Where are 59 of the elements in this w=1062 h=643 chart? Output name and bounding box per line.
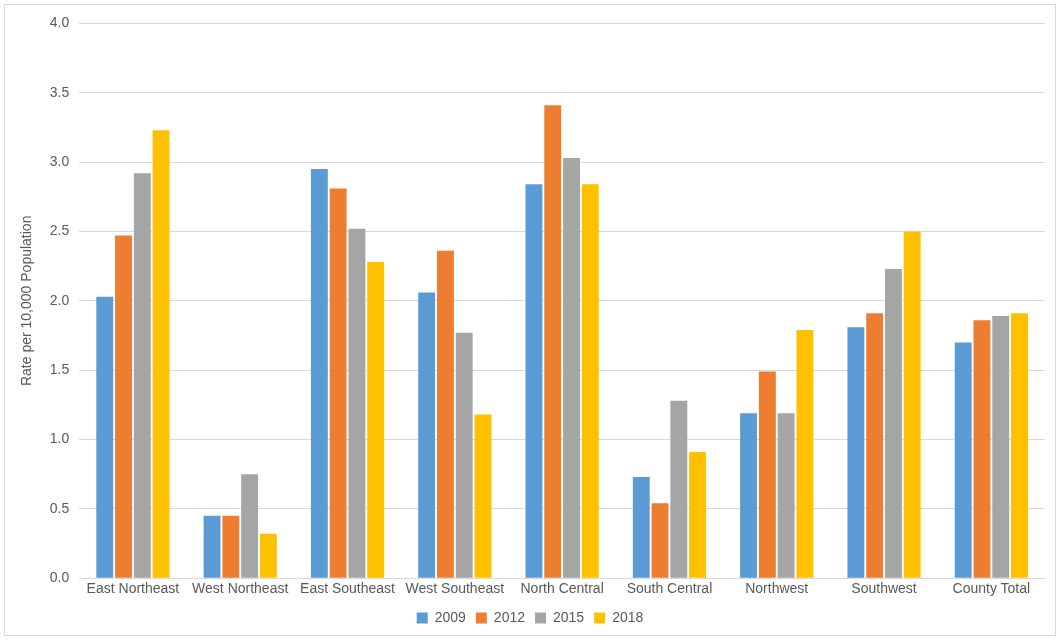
bar (241, 474, 259, 578)
y-tick-label: 0.0 (49, 569, 70, 586)
bar (670, 400, 688, 578)
bar (329, 188, 347, 578)
y-tick-label: 2.5 (49, 222, 70, 239)
bar (436, 250, 454, 578)
legend-label: 2018 (612, 608, 644, 625)
bar (847, 327, 865, 578)
bar (115, 235, 132, 578)
y-tick-label: 2.0 (49, 291, 70, 308)
bar (954, 342, 972, 578)
bar (758, 371, 776, 578)
bar (133, 173, 151, 578)
bar (544, 105, 562, 578)
bar (973, 320, 991, 578)
bar (740, 413, 758, 578)
legend-label: 2012 (493, 608, 526, 625)
x-tick-label: West Southeast (405, 580, 505, 597)
bar (581, 184, 599, 578)
y-tick-label: 0.5 (49, 499, 70, 516)
bar (1011, 313, 1028, 578)
bar (348, 228, 366, 578)
x-tick-label: West Northeast (192, 580, 289, 597)
x-tick-label: East Northeast (86, 580, 180, 597)
bar (152, 130, 170, 578)
bar (455, 332, 473, 578)
bar (777, 413, 795, 578)
bar (796, 329, 814, 578)
bar (992, 316, 1010, 578)
x-tick-label: East Southeast (300, 580, 396, 597)
bar (525, 184, 543, 578)
x-tick-label: North Central (520, 580, 604, 597)
y-tick-label: 3.5 (49, 83, 70, 100)
legend-label: 2009 (434, 608, 467, 625)
bar (563, 157, 580, 578)
y-axis-title: Rate per 10,000 Population (18, 215, 35, 387)
bar (203, 515, 221, 578)
bar (866, 313, 884, 578)
x-tick-label: South Central (626, 580, 713, 597)
y-tick-label: 4.0 (49, 14, 70, 31)
bar (884, 268, 902, 578)
x-tick-label: Southwest (851, 580, 917, 597)
bar (903, 231, 921, 578)
bar (689, 451, 707, 578)
bar (632, 476, 650, 578)
x-tick-label: County Total (952, 580, 1031, 597)
bar (96, 296, 114, 578)
bar (222, 515, 240, 578)
bar (259, 533, 277, 578)
y-tick-label: 3.0 (49, 152, 70, 169)
bar (418, 292, 436, 578)
bar (310, 169, 328, 578)
y-tick-label: 1.0 (49, 430, 70, 447)
legend-label: 2015 (553, 608, 585, 625)
y-tick-label: 1.5 (49, 361, 70, 378)
bar (651, 503, 669, 578)
x-tick-label: Northwest (745, 580, 809, 597)
bar (474, 414, 492, 578)
bar (367, 261, 385, 578)
